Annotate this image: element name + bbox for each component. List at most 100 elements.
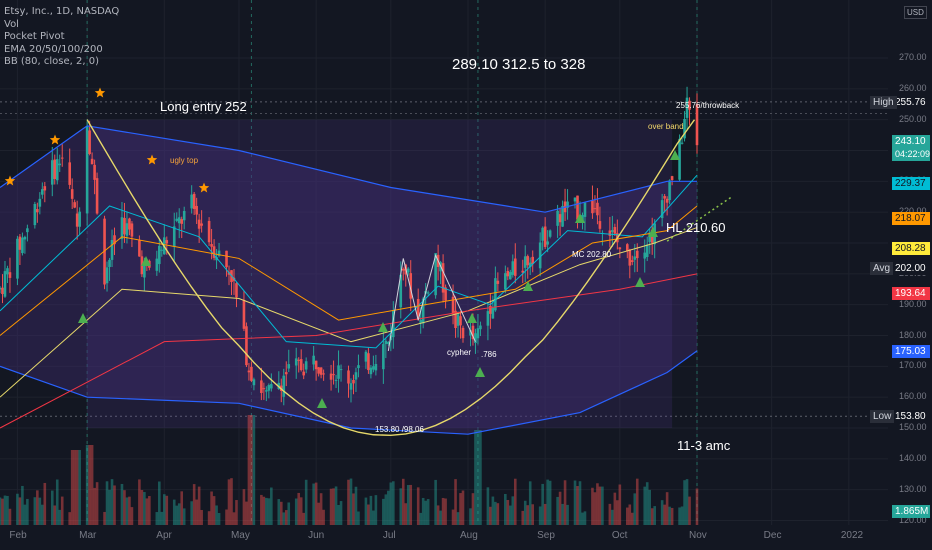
candle-body <box>593 208 597 210</box>
volume-bar <box>665 492 669 525</box>
volume-bar <box>546 479 549 525</box>
volume-bar <box>230 478 233 525</box>
volume-bar <box>145 498 149 525</box>
candle-body <box>479 325 482 330</box>
price-side-label: Avg <box>870 261 894 275</box>
candle-body <box>670 176 674 180</box>
candle-body <box>165 240 169 244</box>
volume-bar <box>0 497 2 525</box>
candle-body <box>332 374 335 376</box>
volume-bar <box>479 430 482 525</box>
candle-body <box>523 256 527 268</box>
volume-bar <box>200 509 203 525</box>
candle-body <box>265 390 268 392</box>
candlesticks <box>0 86 699 406</box>
time-tick: Jun <box>308 530 325 541</box>
volume-bar <box>352 493 355 525</box>
candle-body <box>434 253 437 296</box>
candle-body <box>53 159 57 179</box>
legend-ema: EMA 20/50/100/200 <box>4 43 103 55</box>
candle-body <box>556 210 559 226</box>
candle-body <box>382 344 385 370</box>
candle-body <box>471 325 475 340</box>
volume-bar <box>95 482 99 525</box>
candle-body <box>541 227 544 241</box>
volume-bar <box>372 510 375 525</box>
volume-bar <box>108 489 111 525</box>
candle-body <box>476 328 480 339</box>
volume-bar <box>267 498 271 525</box>
volume-bar <box>143 492 146 525</box>
volume-bar <box>334 486 338 525</box>
volume-bar <box>120 483 124 525</box>
annotation-cypher: cypher <box>447 348 472 357</box>
candle-body <box>665 198 669 203</box>
legend-pocket-pivot: Pocket Pivot <box>4 31 65 43</box>
volume-bar <box>158 481 161 525</box>
volume-bar <box>18 497 22 525</box>
price-tick: 270.00 <box>899 52 927 62</box>
price-side-label: High <box>870 95 897 109</box>
candle-body <box>685 97 689 118</box>
volume-bars <box>0 415 699 525</box>
candle-body <box>108 259 111 268</box>
candle-body <box>494 278 497 311</box>
candle-body <box>267 385 271 391</box>
star-marker <box>4 175 16 186</box>
volume-bar <box>235 500 238 525</box>
volume-bar <box>683 480 686 525</box>
volume-bar <box>155 512 159 525</box>
volume-bar <box>332 488 335 525</box>
candle-body <box>33 203 37 226</box>
candle-body <box>41 189 44 195</box>
candle-body <box>158 245 161 265</box>
volume-bar <box>6 495 9 525</box>
candle-body <box>73 202 76 208</box>
volume-bar <box>68 512 71 525</box>
volume-bar <box>528 481 532 525</box>
candle-body <box>36 209 39 213</box>
bollinger-band-fill <box>0 119 697 435</box>
volume-bar <box>242 489 246 525</box>
volume-bar <box>105 481 109 525</box>
currency-label[interactable]: USD <box>904 6 927 19</box>
bb-upper <box>0 125 697 213</box>
candle-body <box>190 194 193 209</box>
price-label: 175.03 <box>892 344 930 358</box>
volume-bar <box>297 492 301 525</box>
volume-bar <box>43 482 47 525</box>
candle-body <box>50 160 54 185</box>
candle-body <box>21 237 24 254</box>
volume-bar <box>212 496 216 525</box>
annotation-over-band: over band <box>648 122 684 131</box>
candle-body <box>566 201 569 208</box>
volume-bar <box>322 509 325 525</box>
volume-bar <box>668 506 671 525</box>
candle-body <box>6 268 9 275</box>
candle-body <box>322 373 325 375</box>
annotation-786: .786 <box>481 350 497 359</box>
price-tick: 170.00 <box>899 360 927 371</box>
volume-bar <box>583 511 587 525</box>
candle-body <box>207 220 211 243</box>
volume-bar <box>60 496 64 525</box>
candle-body <box>270 384 273 389</box>
candle-body <box>334 379 338 381</box>
volume-bar <box>304 479 308 525</box>
volume-bar <box>284 510 288 525</box>
volume-bar <box>347 479 350 525</box>
volume-bar <box>58 509 62 525</box>
pocket-pivot-marker <box>475 367 485 377</box>
candle-body <box>329 373 333 380</box>
volume-bar <box>541 483 544 525</box>
price-axis[interactable] <box>890 0 932 550</box>
candle-body <box>58 163 62 166</box>
candle-body <box>680 142 684 144</box>
candle-body <box>113 235 116 245</box>
annotation-long-entry: Long entry 252 <box>160 99 247 114</box>
volume-bar <box>123 490 126 525</box>
price-label: 218.07 <box>892 212 930 226</box>
time-tick: Sep <box>537 530 555 541</box>
volume-bar <box>444 498 447 525</box>
